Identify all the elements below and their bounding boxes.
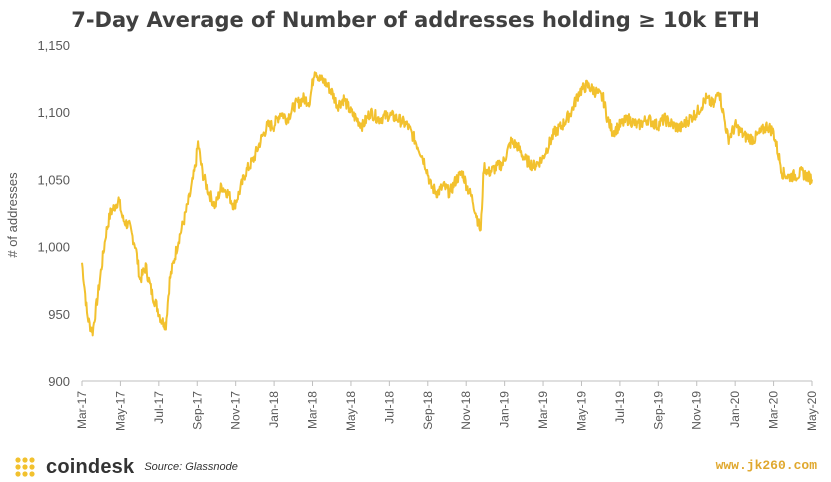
x-tick-label: Mar-19 <box>536 391 550 429</box>
x-tick-label: Mar-20 <box>767 391 781 429</box>
footer: coindesk Source: Glassnode <box>14 454 238 480</box>
y-tick-label: 1,100 <box>37 105 70 120</box>
y-axis-ticks: 900 950 1,000 1,050 1,100 1,150 <box>37 38 70 389</box>
x-tick-label: Jul-17 <box>152 391 166 424</box>
x-tick-label: Mar-18 <box>306 391 320 429</box>
x-tick-label: Nov-17 <box>229 391 243 430</box>
y-tick-label: 1,000 <box>37 240 70 255</box>
x-tick-label: Nov-18 <box>459 391 473 430</box>
brand-name: coindesk <box>46 455 135 478</box>
x-tick-label: May-17 <box>113 391 127 431</box>
coindesk-logo-icon <box>15 457 35 477</box>
watermark: www.jk260.com <box>715 458 817 473</box>
series-group <box>81 71 813 337</box>
x-tick-label: Jul-18 <box>382 391 396 424</box>
source-note: Source: Glassnode <box>144 461 238 473</box>
x-tick-label: Sep-18 <box>421 391 435 430</box>
x-axis-ticks: Mar-17 May-17 Jul-17 Sep-17 Nov-17 Jan-18 Mar-… <box>75 381 819 431</box>
x-tick-label: Nov-19 <box>690 391 704 430</box>
y-axis-label: # of addresses <box>5 172 20 258</box>
y-tick-label: 950 <box>48 307 70 322</box>
x-tick-label: Mar-17 <box>75 391 89 429</box>
x-tick-label: Jul-19 <box>613 391 627 424</box>
x-tick-label: Sep-17 <box>190 391 204 430</box>
series-line-0 <box>81 71 813 337</box>
x-tick-label: Jan-19 <box>498 391 512 428</box>
y-tick-label: 1,150 <box>37 38 70 53</box>
x-tick-label: May-19 <box>574 391 588 431</box>
x-tick-label: Sep-19 <box>651 391 665 430</box>
y-tick-label: 900 <box>48 374 70 389</box>
chart-title: 7-Day Average of Number of addresses hol… <box>71 8 760 32</box>
x-tick-label: May-18 <box>344 391 358 431</box>
x-tick-label: Jan-20 <box>728 391 742 428</box>
y-tick-label: 1,050 <box>37 172 70 187</box>
x-tick-label: May-20 <box>805 391 819 431</box>
x-tick-label: Jan-18 <box>267 391 281 428</box>
